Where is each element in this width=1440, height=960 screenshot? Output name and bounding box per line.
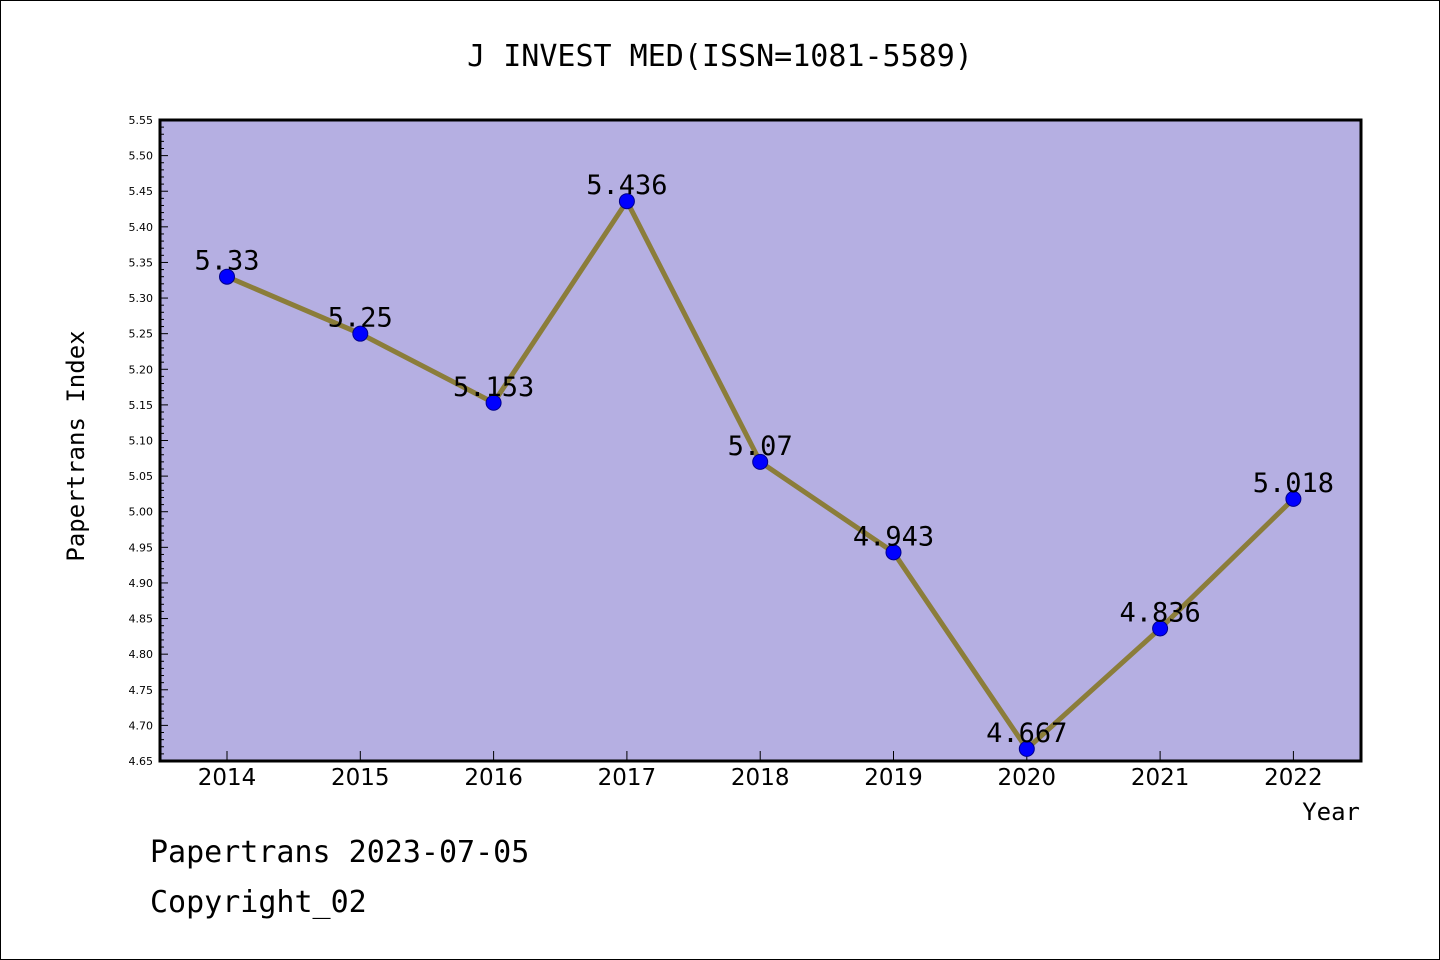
data-label: 5.33 — [194, 246, 259, 277]
data-label: 5.436 — [586, 170, 667, 201]
x-tick-label: 2018 — [731, 765, 790, 791]
y-tick-label: 4.80 — [129, 648, 154, 661]
y-tick-label: 4.90 — [129, 577, 154, 590]
y-tick-label: 4.85 — [129, 613, 154, 626]
data-point — [1018, 740, 1035, 757]
x-tick-label: 2015 — [331, 765, 390, 791]
x-axis: 2014 2015 2016 2017 2018 2019 2020 2021 2022 — [198, 751, 1323, 791]
data-labels: 5.33 5.25 5.153 5.436 5.07 4.943 4.667 4.836 5.0… — [194, 170, 1334, 749]
y-tick-label: 5.45 — [129, 185, 154, 198]
x-tick-label: 2017 — [598, 765, 657, 791]
plot-area — [158, 118, 1363, 763]
data-point — [1152, 620, 1169, 637]
data-point — [885, 544, 902, 561]
data-label: 5.25 — [328, 303, 393, 334]
x-tick-label: 2014 — [198, 765, 257, 791]
y-axis-title: Papertrans Index — [62, 330, 90, 561]
y-tick-label: 5.30 — [129, 292, 154, 305]
y-tick-label: 5.05 — [129, 470, 154, 483]
footer-date: Papertrans 2023-07-05 — [150, 835, 530, 870]
y-tick-label: 5.55 — [129, 114, 154, 127]
y-tick-label: 4.70 — [129, 719, 154, 732]
y-tick-label: 5.40 — [129, 221, 154, 234]
x-axis-title: Year — [1302, 798, 1360, 826]
chart-title: J INVEST MED(ISSN=1081-5589) — [467, 39, 973, 74]
y-tick-label: 4.95 — [129, 541, 154, 554]
y-tick-label: 5.50 — [129, 150, 154, 163]
x-tick-label: 2019 — [864, 765, 923, 791]
data-point — [219, 268, 235, 285]
y-tick-label: 5.10 — [129, 435, 154, 448]
x-tick-label: 2022 — [1264, 765, 1323, 791]
y-tick-label: 5.35 — [129, 256, 154, 269]
data-point — [1285, 490, 1302, 507]
data-label: 4.667 — [986, 718, 1067, 749]
y-tick-label: 4.65 — [129, 755, 154, 768]
data-point — [485, 394, 502, 411]
data-point — [352, 325, 369, 342]
x-tick-label: 2020 — [998, 765, 1057, 791]
data-markers — [219, 193, 1302, 757]
y-tick-label: 5.15 — [129, 399, 154, 412]
y-tick-label: 5.20 — [129, 363, 154, 376]
y-tick-label: 5.00 — [129, 506, 154, 519]
y-axis: 4.65 4.70 4.75 4.80 4.85 4.90 4.95 5.00 5.05 5.10… — [129, 114, 168, 768]
data-label: 4.836 — [1119, 598, 1200, 629]
data-point — [618, 193, 635, 210]
data-point — [752, 453, 769, 470]
data-label: 5.018 — [1253, 468, 1334, 499]
y-tick-label: 4.75 — [129, 684, 154, 697]
data-label: 5.153 — [453, 372, 534, 403]
x-tick-label: 2016 — [464, 765, 523, 791]
footer-copyright: Copyright_02 — [150, 885, 367, 920]
data-label: 4.943 — [853, 521, 934, 552]
x-tick-label: 2021 — [1131, 765, 1190, 791]
y-tick-label: 5.25 — [129, 328, 154, 341]
data-label: 5.07 — [728, 431, 793, 462]
